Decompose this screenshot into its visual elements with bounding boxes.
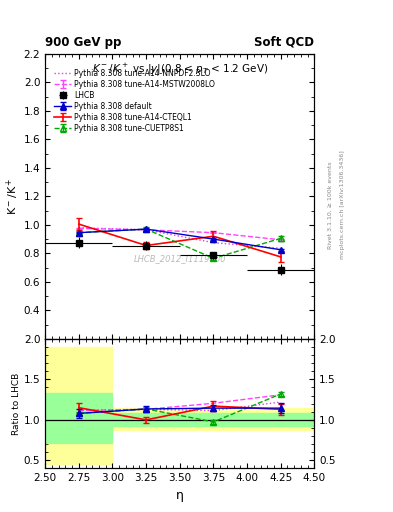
Pythia 8.308 tune-A14-NNPDF2.3LO: [278, 245, 283, 251]
Pythia 8.308 tune-A14-NNPDF2.3LO: [144, 227, 149, 233]
Legend: Pythia 8.308 tune-A14-NNPDF2.3LO, Pythia 8.308 tune-A14-MSTW2008LO, LHCB, Pythia: Pythia 8.308 tune-A14-NNPDF2.3LO, Pythia…: [51, 66, 218, 136]
Text: LHCB_2012_I1119400: LHCB_2012_I1119400: [134, 254, 226, 264]
Text: 900 GeV pp: 900 GeV pp: [45, 36, 121, 49]
Text: Rivet 3.1.10, ≥ 100k events: Rivet 3.1.10, ≥ 100k events: [328, 161, 333, 249]
Text: mcplots.cern.ch [arXiv:1306.3436]: mcplots.cern.ch [arXiv:1306.3436]: [340, 151, 345, 259]
Pythia 8.308 tune-A14-NNPDF2.3LO: [77, 225, 81, 231]
Y-axis label: Ratio to LHCB: Ratio to LHCB: [12, 373, 21, 435]
Line: Pythia 8.308 tune-A14-NNPDF2.3LO: Pythia 8.308 tune-A14-NNPDF2.3LO: [79, 228, 281, 248]
Pythia 8.308 tune-A14-NNPDF2.3LO: [211, 240, 216, 246]
X-axis label: η: η: [176, 489, 184, 502]
Y-axis label: K$^-$/K$^+$: K$^-$/K$^+$: [5, 178, 21, 215]
Text: Soft QCD: Soft QCD: [254, 36, 314, 49]
Text: $K^-$/$K^+$ vs $|y|$(0.8 < $p_T$ < 1.2 GeV): $K^-$/$K^+$ vs $|y|$(0.8 < $p_T$ < 1.2 G…: [92, 62, 268, 77]
